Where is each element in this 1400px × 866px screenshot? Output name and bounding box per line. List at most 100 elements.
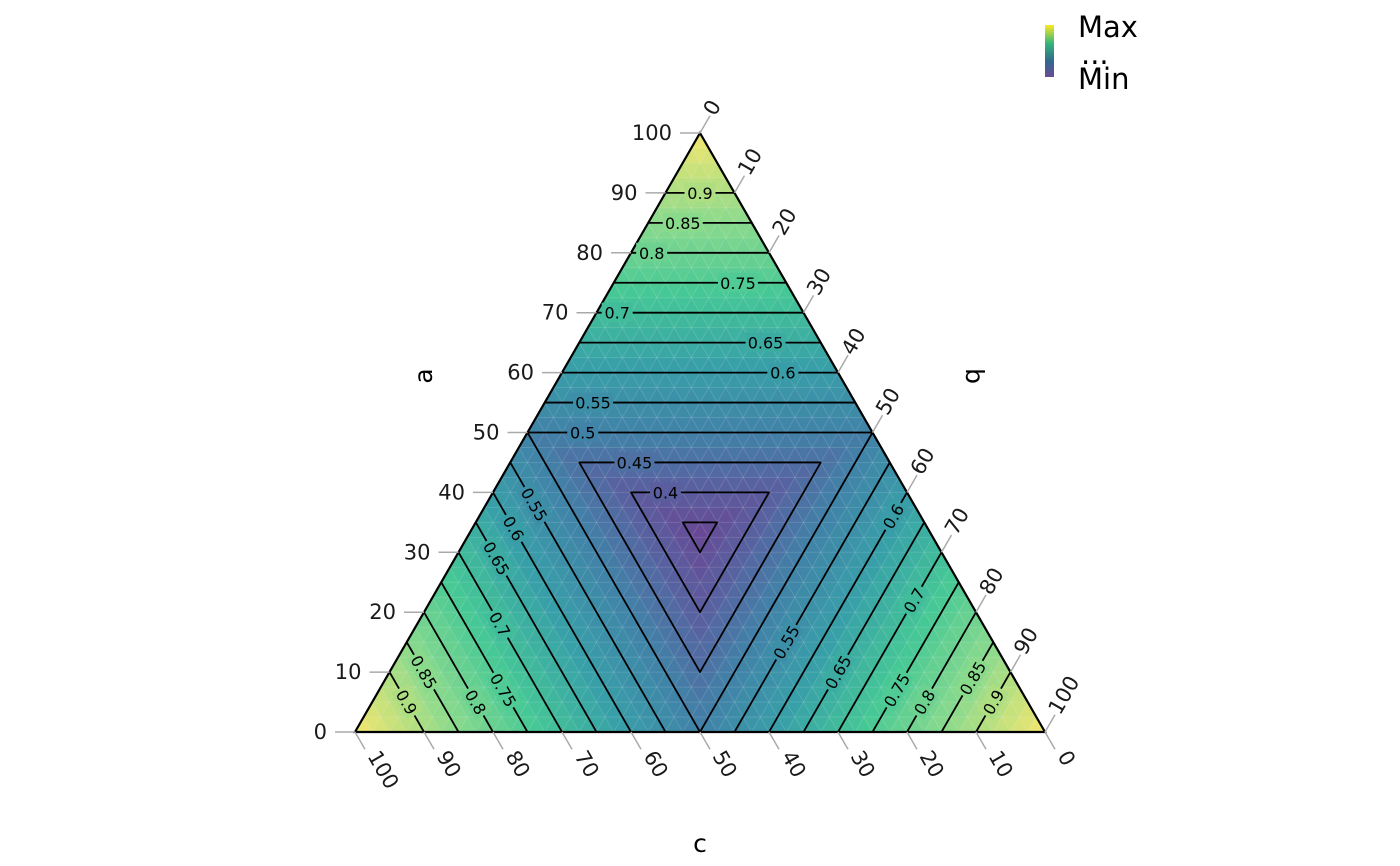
tick-label-c: 100 [363,747,404,794]
contour-label-bg [391,683,424,720]
grid-line [647,387,848,732]
grid-line [535,417,718,732]
legend-colorbar [1045,25,1054,77]
contour-label: 0.55 [575,394,611,413]
fill-cell [690,133,710,149]
tick-label-a: 100 [632,121,672,145]
contour-label-bg [650,482,681,502]
contour-label: 0.8 [639,244,664,263]
tick-mark-c [906,731,918,750]
tick-mark-b [802,295,815,314]
tick-label-b: 40 [837,324,871,359]
contour-label-bg [767,362,799,382]
contour-label-group: 0.75 [717,272,758,293]
tick-mark-b [699,115,711,134]
legend-max-label: Max [1078,10,1138,44]
tick-label-b: 50 [871,384,905,419]
contour-label: 0.9 [687,184,712,203]
tick-label-c: 80 [501,747,535,782]
tick-label-a: 0 [314,720,327,744]
contour-label-group: 0.8 [636,242,668,263]
grid-line [449,567,546,732]
grid-line [958,656,1003,732]
tick-label-c: 70 [570,747,604,782]
tick-mark-c [699,731,711,750]
grid-line [682,162,1011,732]
tick-mark-b [940,534,953,553]
contour-label-bg [819,649,856,694]
tick-label-c: 20 [915,747,949,782]
contour-label-group: 0.45 [614,452,655,472]
axis-title-a: a [409,368,438,383]
grid-line [613,282,873,732]
contour-label-bg [516,482,554,527]
grid-line [380,686,408,732]
contour-label: 0.5 [570,424,595,443]
grid-line [371,701,390,732]
grid-line [552,387,753,732]
grid-line [458,222,753,732]
contour-label-bg [877,667,915,712]
legend: Max ... Min [1045,10,1138,96]
grid-line [751,477,899,732]
contour-line [681,521,719,554]
tick-label-b: 60 [906,444,940,479]
grid-line [785,507,917,732]
tick-label-b: 90 [1009,623,1043,658]
contour-label-bg [976,683,1009,720]
tick-label-c: 10 [984,747,1018,782]
contour-label-group: 0.5 [567,422,599,443]
tick-mark-c [561,731,573,750]
grid-line [578,327,813,732]
tick-label-a: 80 [576,241,603,265]
tick-label-b: 0 [699,96,726,120]
tick-label-c: 60 [639,747,673,782]
grid-line [604,297,856,732]
grid-line [889,596,968,732]
contour-label-bg [601,302,633,322]
tick-label-a: 70 [542,301,569,325]
tick-mark-c [837,731,849,750]
contour-label-bg [897,581,930,619]
contour-label-group: 0.85 [662,212,703,233]
contour-label-group: 0.7 [601,302,633,323]
contour-label-group: 0.65 [745,332,786,353]
tick-mark-c [1044,731,1056,750]
grid-line [432,596,511,732]
contour-label-bg [498,509,531,547]
grid-line [406,177,727,732]
tick-mark-b [871,414,884,433]
grid-line [483,507,615,732]
contour-label-bg [876,497,909,535]
contour-line [630,491,770,614]
tick-label-b: 30 [802,264,836,299]
grid-line [647,222,942,732]
grid-line [682,417,865,732]
tick-mark-c [768,731,780,750]
contour-label: 0.75 [720,274,756,293]
grid-line [570,357,787,732]
tick-label-b: 20 [768,204,802,239]
tick-mark-c [492,731,504,750]
tick-mark-b [975,594,987,613]
contour-label: 0.85 [665,214,701,233]
axis-title-b: b [960,368,989,384]
contour-label-bg [767,619,805,664]
contour-label-bg [636,242,668,262]
tick-label-c: 50 [708,747,742,782]
axis-title-c: c [693,829,707,858]
contour-label: 0.4 [653,483,678,502]
grid-line [656,207,960,732]
tick-label-a: 60 [507,361,534,385]
tick-label-a: 20 [369,600,396,624]
tick-label-c: 90 [432,747,466,782]
grid-line [501,477,649,732]
grid-line [992,686,1020,732]
grid-line [544,297,796,732]
contour-label-group: 0.4 [650,482,681,502]
grid-line [923,626,986,732]
tick-mark-c [423,731,435,750]
contour-label: 0.6 [770,364,795,383]
contour-label-bg [684,182,716,202]
